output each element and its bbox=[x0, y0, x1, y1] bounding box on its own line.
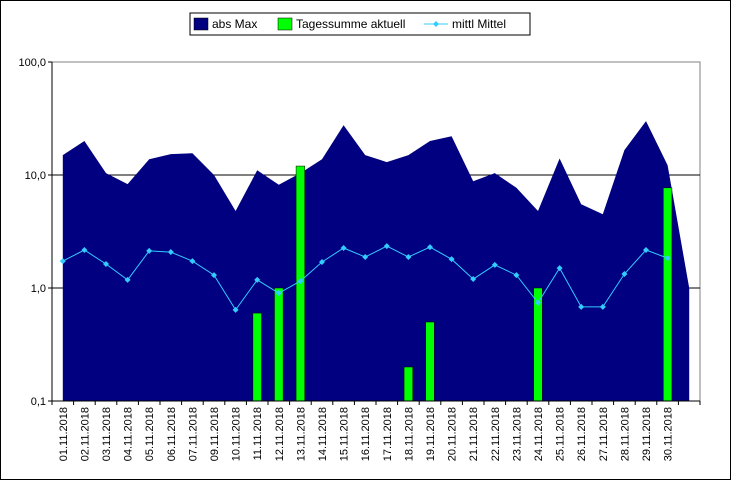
x-tick-label: 06.11.2018 bbox=[166, 407, 178, 461]
x-tick-label: 21.11.2018 bbox=[468, 407, 480, 461]
x-tick-label: 18.11.2018 bbox=[403, 407, 415, 461]
bar bbox=[663, 187, 673, 402]
marker bbox=[297, 278, 304, 285]
marker bbox=[59, 258, 66, 265]
x-tick-label: 27.11.2018 bbox=[598, 407, 610, 461]
x-tick-label: 28.11.2018 bbox=[619, 407, 631, 461]
bar bbox=[403, 366, 413, 402]
marker bbox=[167, 249, 174, 256]
marker bbox=[427, 244, 433, 251]
x-tick-label: 26.11.2018 bbox=[576, 407, 588, 461]
marker bbox=[362, 254, 369, 261]
legend-marker bbox=[433, 21, 439, 27]
legend-label: mittl Mittel bbox=[452, 17, 506, 31]
marker bbox=[664, 255, 671, 262]
marker bbox=[232, 306, 239, 313]
y-tick-label: 1,0 bbox=[31, 283, 46, 295]
x-tick-label: 13.11.2018 bbox=[295, 407, 307, 461]
x-tick-label: 10.11.2018 bbox=[231, 407, 243, 461]
marker bbox=[383, 243, 390, 250]
x-tick-label: 16.11.2018 bbox=[360, 407, 372, 461]
marker bbox=[124, 276, 131, 283]
marker bbox=[513, 272, 520, 279]
x-tick-label: 25.11.2018 bbox=[555, 407, 567, 461]
marker bbox=[599, 303, 606, 310]
x-tick-label: 04.11.2018 bbox=[123, 407, 135, 461]
marker bbox=[319, 258, 325, 265]
x-tick-label: 14.11.2018 bbox=[317, 407, 329, 461]
x-tick-label: 12.11.2018 bbox=[274, 407, 286, 461]
marker bbox=[643, 246, 649, 253]
legend-label: Tagessumme aktuell bbox=[296, 17, 405, 31]
x-tick-label: 24.11.2018 bbox=[533, 407, 545, 461]
marker bbox=[491, 261, 498, 268]
x-tick-label: 29.11.2018 bbox=[641, 407, 653, 461]
marker bbox=[621, 271, 628, 278]
area bbox=[62, 121, 690, 401]
marker bbox=[556, 265, 563, 272]
legend-swatch bbox=[277, 17, 293, 31]
bar bbox=[274, 287, 284, 402]
y-tick-label: 10,0 bbox=[25, 170, 46, 182]
marker bbox=[535, 299, 541, 306]
x-tick-label: 15.11.2018 bbox=[339, 407, 351, 461]
marker bbox=[103, 261, 109, 268]
x-tick-label: 23.11.2018 bbox=[511, 407, 523, 461]
x-tick-label: 02.11.2018 bbox=[79, 407, 91, 461]
x-tick-label: 03.11.2018 bbox=[101, 407, 113, 461]
x-tick-label: 30.11.2018 bbox=[663, 407, 675, 461]
marker bbox=[340, 244, 347, 251]
x-tick-label: 01.11.2018 bbox=[58, 407, 70, 461]
marker bbox=[578, 303, 585, 310]
bar bbox=[252, 312, 262, 402]
marker bbox=[81, 246, 88, 253]
y-tick-label: 100,0 bbox=[18, 57, 46, 69]
x-tick-label: 07.11.2018 bbox=[187, 407, 199, 461]
x-tick-label: 20.11.2018 bbox=[447, 407, 459, 461]
legend-swatch bbox=[193, 17, 209, 31]
x-tick-label: 09.11.2018 bbox=[209, 407, 221, 461]
x-tick-label: 05.11.2018 bbox=[144, 407, 156, 461]
x-tick-label: 11.11.2018 bbox=[252, 407, 264, 460]
x-tick-label: 17.11.2018 bbox=[382, 407, 394, 461]
marker bbox=[448, 256, 455, 263]
bar bbox=[425, 321, 435, 402]
marker bbox=[254, 276, 261, 283]
marker bbox=[189, 258, 196, 265]
x-tick-label: 19.11.2018 bbox=[425, 407, 437, 461]
marker bbox=[470, 276, 477, 283]
legend-box bbox=[189, 12, 531, 36]
x-tick-label: 22.11.2018 bbox=[490, 407, 502, 461]
marker bbox=[405, 254, 412, 261]
marker bbox=[275, 290, 282, 297]
y-tick-label: 0,1 bbox=[31, 396, 46, 408]
marker bbox=[211, 272, 217, 279]
legend-label: abs Max bbox=[212, 17, 257, 31]
marker bbox=[146, 247, 153, 254]
